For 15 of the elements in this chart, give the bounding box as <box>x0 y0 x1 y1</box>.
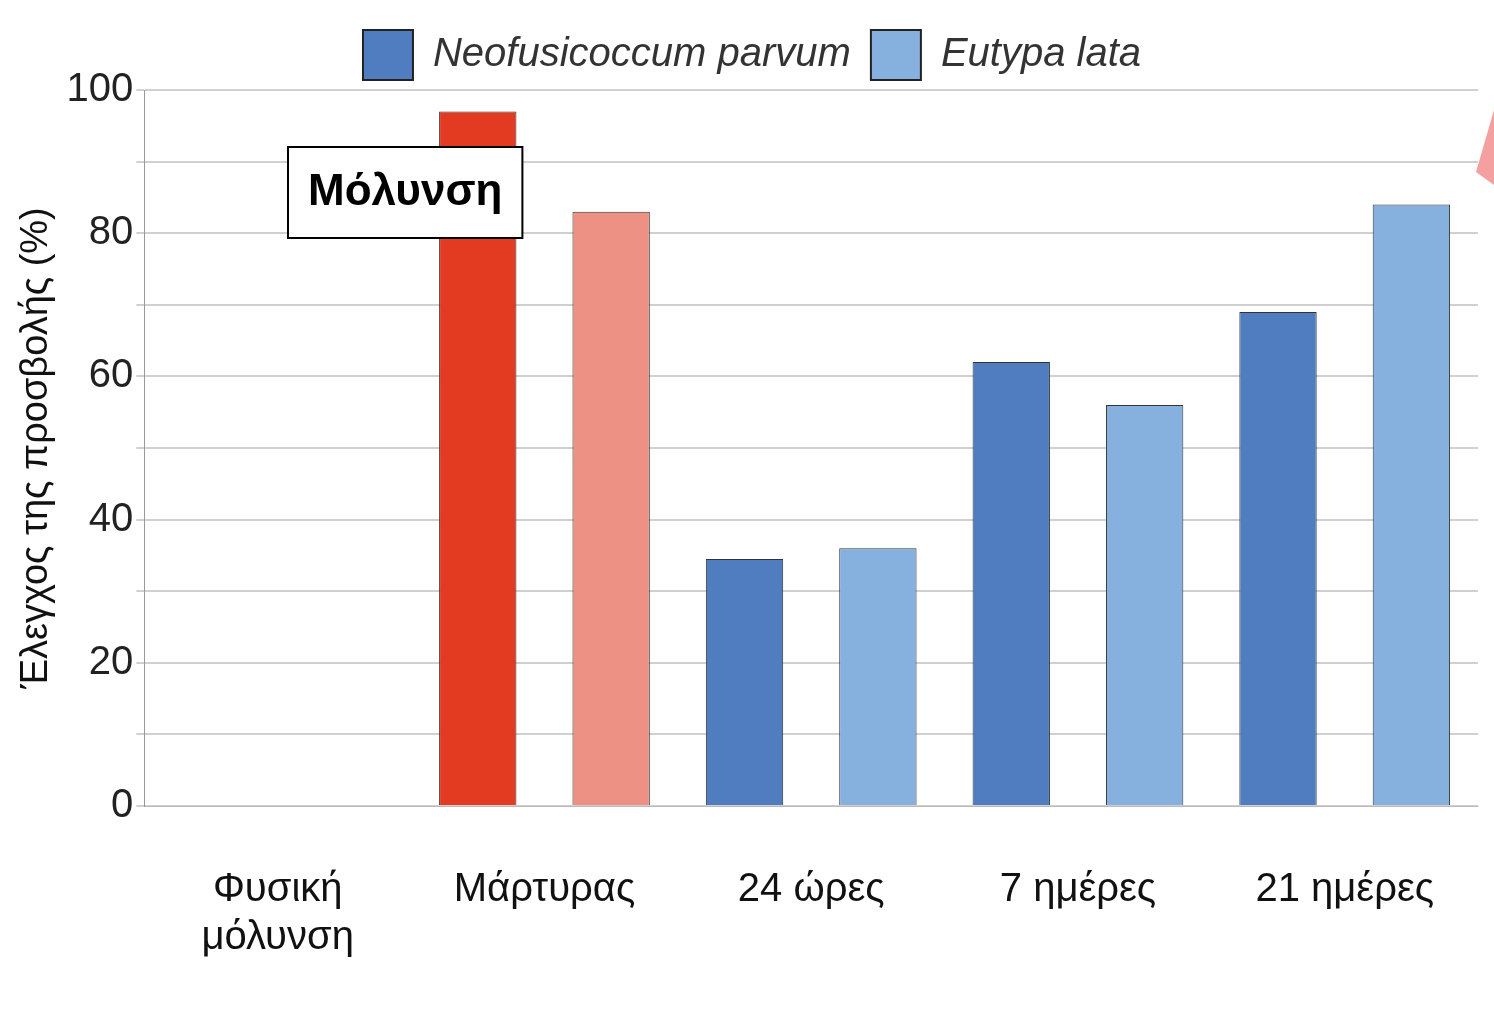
legend-label: Eutypa lata <box>940 30 1142 75</box>
annotation: Μόλυνση <box>308 165 503 215</box>
x-tick-label: Φυσική μόλυνση <box>201 865 354 958</box>
x-tick-label: 7 ημέρες <box>999 865 1157 910</box>
y-tick-label: 0 <box>111 781 134 826</box>
y-tick-label: 60 <box>88 351 134 396</box>
x-tick-label: 21 ημέρες <box>1255 865 1434 910</box>
legend-label: Neofusicoccum parvum <box>432 30 851 75</box>
x-tick-label: 24 ώρες <box>737 865 885 910</box>
y-tick-label: 100 <box>66 65 134 110</box>
y-axis-title: Έλεγχος της προσβολής (%) <box>13 207 56 690</box>
y-tick-label: 40 <box>88 494 134 539</box>
y-tick-label: 80 <box>88 208 134 253</box>
x-tick-label: Μάρτυρας <box>453 865 636 910</box>
y-tick-label: 20 <box>88 637 134 682</box>
